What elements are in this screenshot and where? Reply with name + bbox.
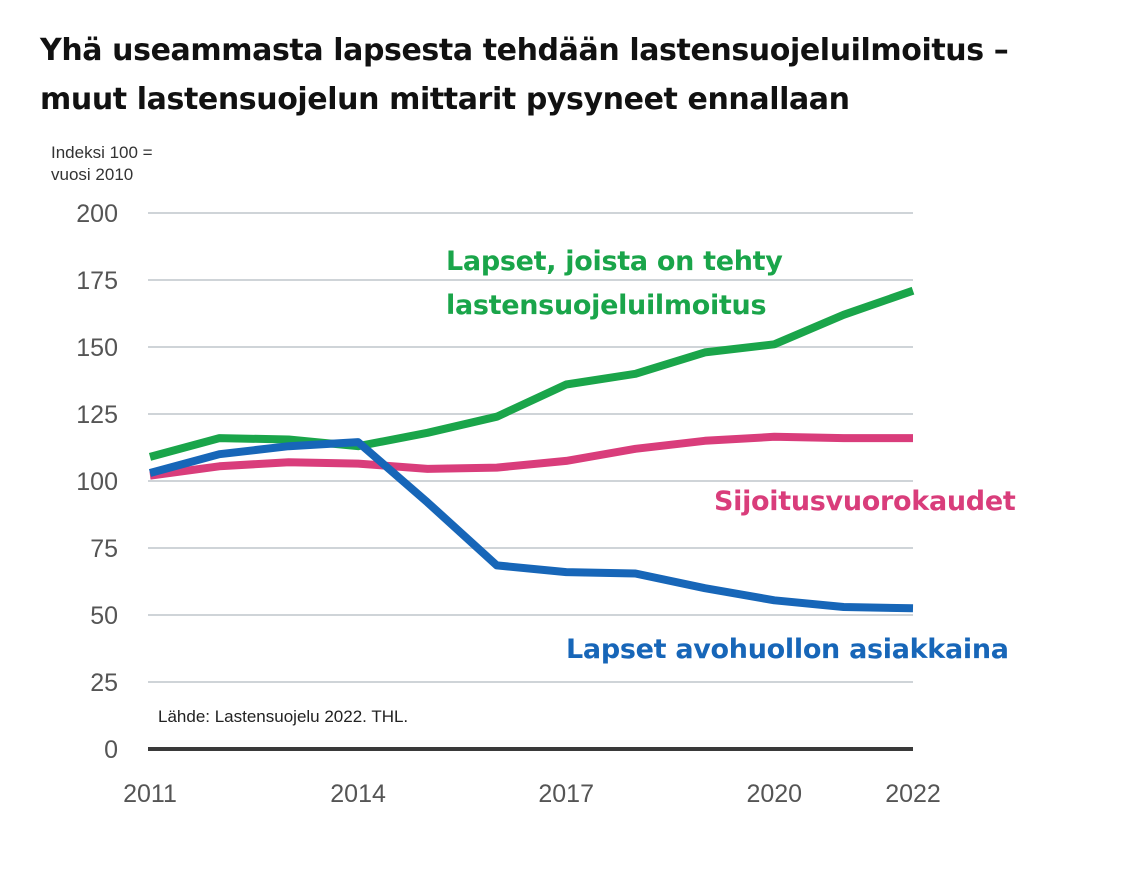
x-tick-label-2022: 2022 — [885, 780, 941, 808]
series-line-0 — [148, 286, 915, 461]
y-tick-label-75: 75 — [90, 535, 118, 563]
chart-title-line-2: muut lastensuojelun mittarit pysyneet en… — [40, 82, 850, 117]
y-tick-label-125: 125 — [76, 401, 118, 429]
source-note: Lähde: Lastensuojelu 2022. THL. — [158, 707, 408, 726]
y-tick-label-50: 50 — [90, 602, 118, 630]
x-tick-label-2020: 2020 — [746, 780, 802, 808]
y-axis-unit-line-2: vuosi 2010 — [51, 165, 134, 184]
gridlines — [148, 212, 913, 751]
y-tick-label-150: 150 — [76, 334, 118, 362]
series-lines — [148, 286, 915, 613]
x-axis-ticks: 2011 2014 2017 2020 2022 — [123, 780, 941, 808]
series-label-0-line-1: lastensuojeluilmoitus — [446, 290, 766, 321]
y-tick-label-175: 175 — [76, 267, 118, 295]
series-line-1 — [149, 432, 913, 480]
series-labels: Lapset, joista on tehty lastensuojeluilmo… — [446, 246, 1016, 665]
y-tick-label-100: 100 — [76, 468, 118, 496]
x-tick-label-2011: 2011 — [123, 780, 177, 808]
chart-title: Yhä useammasta lapsesta tehdään lastensu… — [40, 26, 1100, 124]
chart-title-line-1: Yhä useammasta lapsesta tehdään lastensu… — [40, 33, 1009, 68]
y-axis-unit-label: Indeksi 100 = vuosi 2010 — [51, 142, 153, 186]
y-tick-label-0: 0 — [104, 736, 118, 764]
series-label-2-line-0: Lapset avohuollon asiakkaina — [566, 634, 1009, 665]
series-label-1-line-0: Sijoitusvuorokaudet — [714, 486, 1016, 517]
series-line-2 — [148, 438, 914, 613]
y-tick-label-200: 200 — [76, 200, 118, 228]
y-axis-unit-line-1: Indeksi 100 = — [51, 143, 153, 162]
x-tick-label-2014: 2014 — [330, 780, 386, 808]
x-tick-label-2017: 2017 — [538, 780, 594, 808]
y-axis-ticks: 0 25 50 75 100 125 150 175 200 — [76, 200, 118, 764]
y-tick-label-25: 25 — [90, 669, 118, 697]
series-label-0-line-0: Lapset, joista on tehty — [446, 246, 783, 277]
